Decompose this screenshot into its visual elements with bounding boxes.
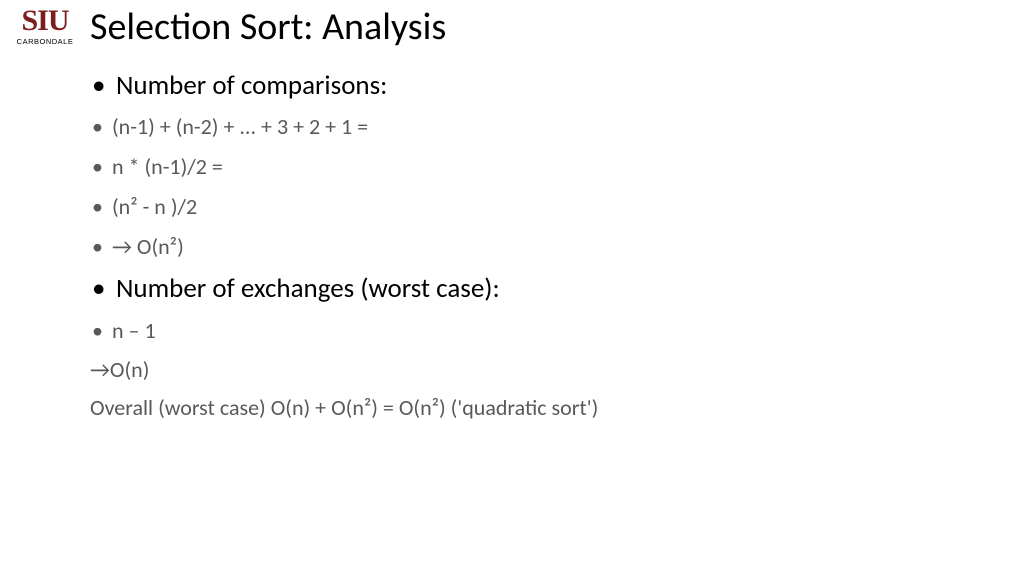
slide-content: Number of comparisons: (n-1) + (n-2) + .… (90, 68, 984, 431)
list-item: Number of exchanges (worst case): (90, 271, 984, 307)
slide-title: Selection Sort: Analysis (90, 4, 446, 50)
list-item: n – 1 (90, 316, 984, 346)
bullet-list: Number of comparisons: (n-1) + (n-2) + .… (90, 68, 984, 345)
plain-line: →O(n) (90, 355, 984, 385)
siu-logo: SIU CARBONDALE (10, 6, 80, 46)
list-item: → O(n²) (90, 232, 984, 262)
list-item: (n² - n )/2 (90, 192, 984, 222)
logo-main-text: SIU (10, 6, 80, 36)
list-item: n * (n-1)/2 = (90, 152, 984, 182)
list-item: Number of comparisons: (90, 68, 984, 104)
logo-sub-text: CARBONDALE (10, 37, 80, 46)
plain-line: Overall (worst case) O(n) + O(n²) = O(n²… (90, 393, 984, 423)
slide: SIU CARBONDALE Selection Sort: Analysis … (0, 0, 1024, 576)
list-item: (n-1) + (n-2) + ... + 3 + 2 + 1 = (90, 112, 984, 142)
